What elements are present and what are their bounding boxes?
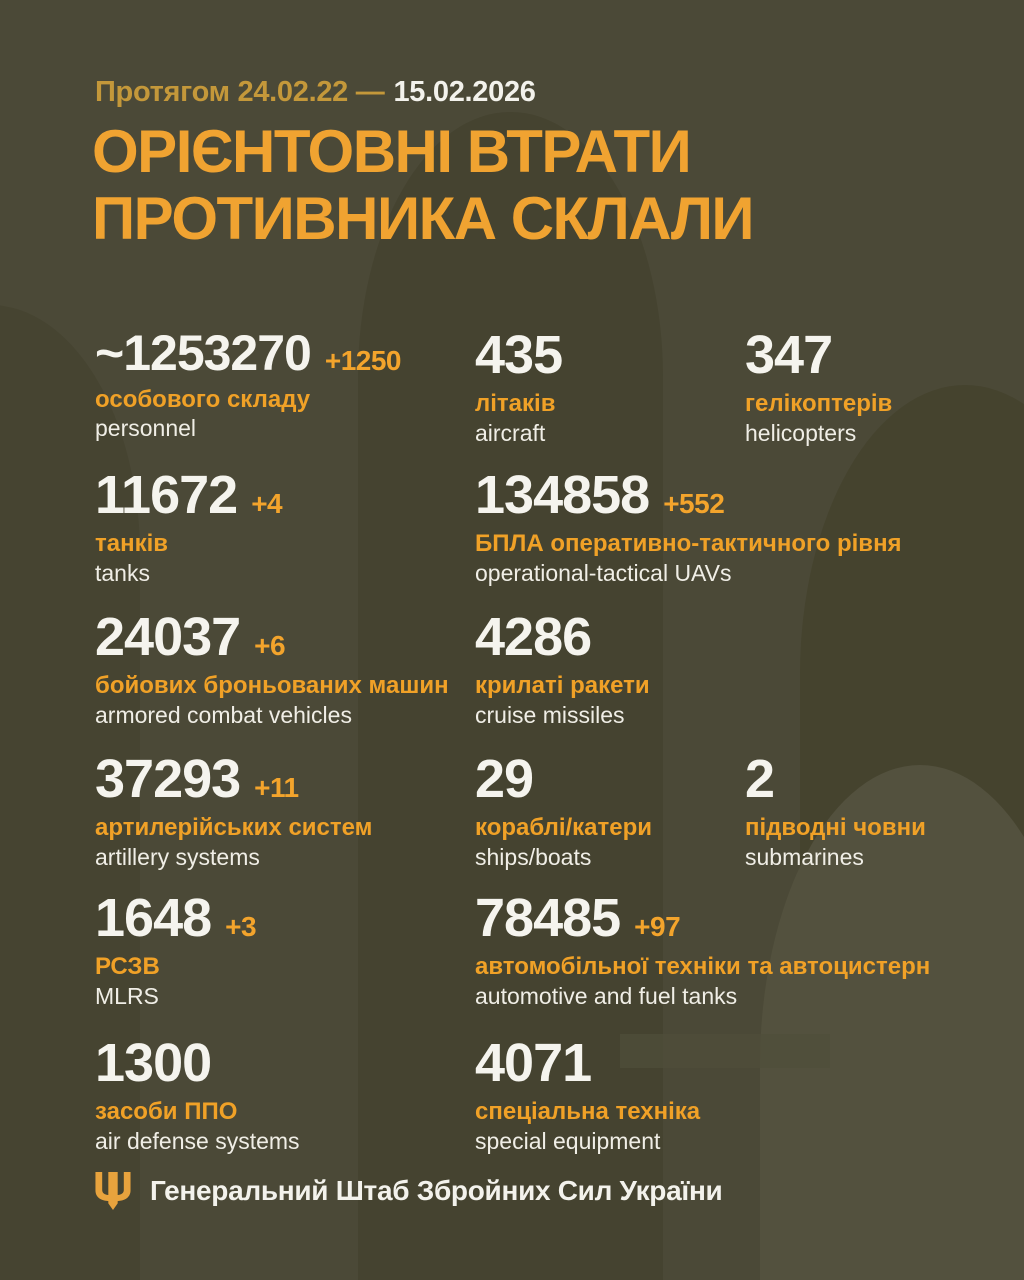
stat-label-en: cruise missiles [475, 701, 625, 728]
stat-artillery: 37293 +11 артилерійських систем artiller… [95, 750, 372, 870]
stat-value: 2 [745, 749, 775, 809]
stat-uavs: 134858 +552 БПЛА оперативно-тактичного р… [475, 466, 902, 586]
stat-value: 347 [745, 325, 833, 385]
stat-armored-vehicles: 24037 +6 бойових броньованих машин armor… [95, 608, 449, 728]
stat-cruise-missiles: 4286 крилаті ракети cruise missiles [475, 608, 650, 728]
period-label: Протягом 24.02.22 — [95, 76, 385, 108]
stat-label-uk: літаків [475, 390, 556, 418]
stat-helicopters: 347 гелікоптерів helicopters [745, 326, 892, 446]
stat-delta: +11 [254, 772, 299, 803]
stat-delta: +4 [251, 488, 283, 519]
stat-label-en: MLRS [95, 982, 159, 1009]
stat-label-uk: крилаті ракети [475, 672, 650, 700]
stat-label-uk: бойових броньованих машин [95, 672, 449, 700]
stat-label-uk: спеціальна техніка [475, 1098, 701, 1126]
stat-label-uk: артилерійських систем [95, 814, 373, 842]
stat-label-uk: гелікоптерів [745, 390, 893, 418]
stat-delta: +1250 [324, 345, 402, 376]
stat-value: 37293 [95, 749, 241, 809]
stat-label-uk: БПЛА оперативно-тактичного рівня [475, 530, 902, 558]
stat-label-en: tanks [95, 559, 150, 586]
footer: Генеральний Штаб Збройних Сил України [95, 1172, 723, 1210]
stat-label-uk: танків [95, 530, 169, 558]
stat-label-uk: автомобільної техніки та автоцистерн [475, 953, 931, 981]
stat-aircraft: 435 літаків aircraft [475, 325, 563, 446]
stat-automotive: 78485 +97 автомобільної техніки та автоц… [475, 889, 930, 1009]
stat-label-en: operational-tactical UAVs [475, 559, 732, 586]
stat-label-en: aircraft [475, 419, 546, 446]
organization-name: Генеральний Штаб Збройних Сил України [150, 1175, 723, 1206]
stat-delta: +97 [634, 911, 681, 942]
stat-delta: +3 [225, 911, 257, 942]
page-title: ОРІЄНТОВНІ ВТРАТИ ПРОТИВНИКА СКЛАЛИ [92, 118, 755, 252]
stat-label-uk: РСЗВ [95, 953, 160, 981]
stat-value: 29 [475, 749, 534, 809]
tryzub-trident-icon [95, 1172, 131, 1210]
stat-label-en: air defense systems [95, 1127, 300, 1154]
stat-value: 11672 [95, 465, 238, 525]
stat-value: 4286 [475, 607, 592, 667]
stat-label-en: ships/boats [475, 843, 592, 870]
stat-label-uk: кораблі/катери [475, 814, 653, 842]
stat-value: ~1253270 [95, 325, 312, 381]
stat-submarines: 2 підводні човни submarines [745, 750, 926, 870]
stat-label-en: armored combat vehicles [95, 701, 352, 728]
stat-value: 435 [475, 325, 563, 385]
stat-personnel: ~1253270 +1250 особового складу personne… [95, 325, 402, 442]
stat-mlrs: 1648 +3 РСЗВ MLRS [95, 888, 257, 1009]
stat-value: 4071 [475, 1033, 592, 1093]
title-line-2: ПРОТИВНИКА СКЛАЛИ [92, 185, 755, 252]
stat-air-defense: 1300 засоби ППО air defense systems [95, 1034, 300, 1154]
stat-value: 24037 [95, 607, 241, 667]
stat-value: 78485 [475, 888, 621, 948]
stat-label-en: personnel [95, 415, 197, 442]
title-line-1: ОРІЄНТОВНІ ВТРАТИ [92, 118, 692, 185]
stat-label-en: special equipment [475, 1127, 661, 1154]
stat-label-en: helicopters [745, 419, 857, 446]
stat-label-uk: засоби ППО [95, 1098, 238, 1126]
stat-value: 1648 [95, 888, 212, 948]
report-period: Протягом 24.02.22 —15.02.2026 [95, 76, 536, 109]
stat-delta: +6 [254, 630, 286, 661]
stat-label-en: artillery systems [95, 843, 260, 870]
stat-label-en: submarines [745, 843, 864, 870]
stat-value: 134858 [475, 465, 650, 525]
report-date: 15.02.2026 [393, 76, 536, 108]
stat-tanks: 11672 +4 танків tanks [95, 465, 283, 586]
stat-value: 1300 [95, 1033, 212, 1093]
stat-special-equipment: 4071 спеціальна техніка special equipmen… [475, 1034, 700, 1154]
stat-label-uk: особового складу [95, 386, 311, 413]
stat-label-en: automotive and fuel tanks [475, 982, 738, 1009]
stat-ships: 29 кораблі/катери ships/boats [475, 750, 652, 870]
stat-label-uk: підводні човни [745, 814, 926, 842]
stat-delta: +552 [663, 488, 725, 519]
